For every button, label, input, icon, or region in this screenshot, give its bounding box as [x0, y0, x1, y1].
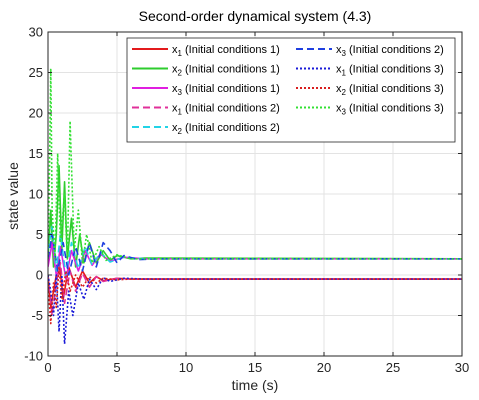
x-axis-label: time (s) [232, 377, 279, 393]
series-line-9 [48, 67, 462, 264]
series-line-7 [48, 274, 462, 345]
y-tick-label: 20 [29, 106, 43, 121]
legend-label-8: x2 (Initial conditions 3) [336, 83, 444, 97]
legend-box [126, 37, 456, 143]
x-tick-label: 10 [179, 360, 193, 375]
x-tick-label: 5 [113, 360, 120, 375]
y-tick-label: -10 [24, 349, 43, 364]
series-line-2 [48, 164, 462, 268]
legend-label-2: x2 (Initial conditions 1) [172, 64, 280, 78]
y-tick-label: -5 [31, 308, 43, 323]
legend-label-3: x3 (Initial conditions 1) [172, 83, 280, 97]
legend-label-7: x1 (Initial conditions 3) [336, 64, 444, 78]
x-tick-label: 25 [386, 360, 400, 375]
y-tick-label: 30 [29, 25, 43, 40]
x-tick-label: 15 [248, 360, 262, 375]
ticks: 0 5 10 15 20 25 30 -10 -5 0 5 10 15 20 25 30 [24, 25, 469, 376]
y-tick-label: 10 [29, 187, 43, 202]
x-tick-label: 20 [317, 360, 331, 375]
y-tick-label: 15 [29, 146, 43, 161]
y-axis-label: state value [5, 162, 21, 230]
legend-label-9: x3 (Initial conditions 3) [336, 103, 444, 117]
legend: x1 (Initial conditions 1) x2 (Initial con… [126, 37, 456, 143]
x-tick-label: 30 [455, 360, 469, 375]
legend-label-1: x1 (Initial conditions 1) [172, 44, 280, 58]
series-line-6 [48, 233, 462, 276]
x-tick-label: 0 [44, 360, 51, 375]
y-tick-label: 25 [29, 65, 43, 80]
legend-label-4: x1 (Initial conditions 2) [172, 103, 280, 117]
chart-title: Second-order dynamical system (4.3) [139, 8, 372, 24]
series-layer [48, 67, 462, 345]
y-tick-label: 0 [36, 268, 43, 283]
legend-label-6: x3 (Initial conditions 2) [336, 44, 444, 58]
series-line-8 [48, 266, 462, 325]
legend-label-5: x2 (Initial conditions 2) [172, 122, 280, 136]
y-tick-label: 5 [36, 227, 43, 242]
